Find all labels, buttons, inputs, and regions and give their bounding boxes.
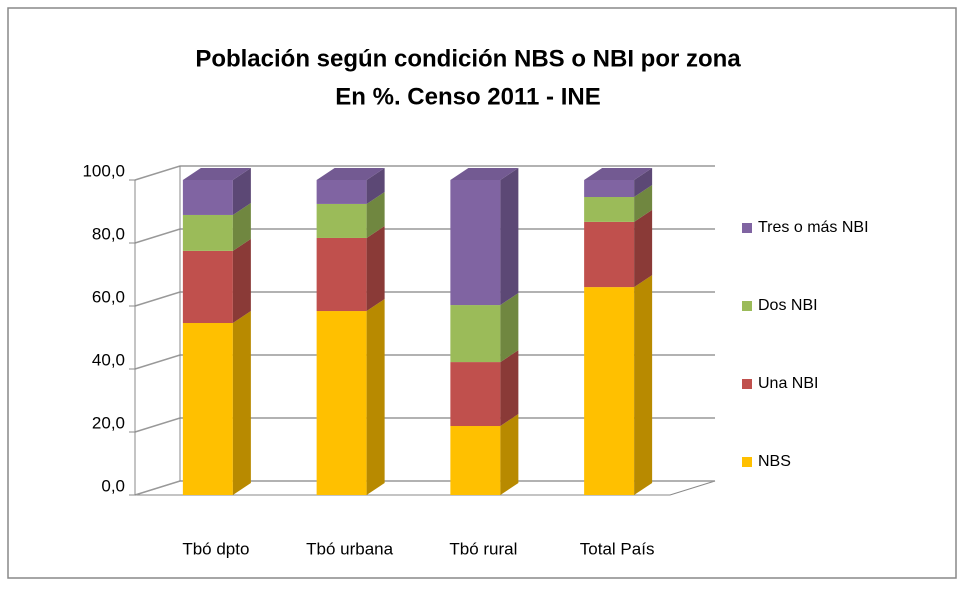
bar-segment xyxy=(450,426,501,495)
bar-segment-side xyxy=(232,202,251,251)
legend-swatch xyxy=(742,457,752,467)
bar-segment-side xyxy=(232,238,251,324)
bar-segment xyxy=(584,287,635,495)
bar-segment xyxy=(450,180,501,306)
bar-segment-side xyxy=(500,350,519,427)
legend-swatch xyxy=(742,301,752,311)
legend-label: Tres o más NBI xyxy=(758,219,869,236)
bar-segment xyxy=(584,197,635,222)
x-tick-label: Tbó urbana xyxy=(306,539,393,558)
chart-subtitle: En %. Censo 2011 - INE xyxy=(335,83,600,110)
bar-segment xyxy=(450,362,501,427)
bar-segment-side xyxy=(634,185,653,222)
legend-swatch xyxy=(742,223,752,233)
bar-segment xyxy=(182,323,233,495)
bar-segment xyxy=(316,180,367,204)
chart-title: Población según condición NBS o NBI por … xyxy=(195,45,741,72)
bar-segment-side xyxy=(232,311,251,495)
bar-segment-side xyxy=(634,168,653,198)
bar-segment xyxy=(182,180,233,215)
bar-segment-side xyxy=(500,414,519,495)
x-tick-label: Total País xyxy=(580,539,655,558)
bar-segment-side xyxy=(366,191,385,238)
bar-top xyxy=(584,168,653,180)
x-tick-label: Tbó dpto xyxy=(182,539,249,558)
y-tick-label: 0,0 xyxy=(101,476,125,495)
bar-segment-side xyxy=(500,168,519,306)
y-tick-label: 100,0 xyxy=(82,161,125,180)
bar-segment-side xyxy=(366,225,385,312)
bar-segment-side xyxy=(232,168,251,215)
legend-label: Una NBI xyxy=(758,375,818,392)
y-tick-label: 40,0 xyxy=(92,350,125,369)
bar-segment xyxy=(584,180,635,198)
bar-segment xyxy=(450,305,501,363)
y-tick-label: 80,0 xyxy=(92,224,125,243)
bar-segment xyxy=(316,203,367,238)
bar-segment-side xyxy=(634,275,653,495)
y-tick-label: 60,0 xyxy=(92,287,125,306)
x-tick-label: Tbó rural xyxy=(449,539,517,558)
bar-top xyxy=(182,168,251,180)
y-tick-label: 20,0 xyxy=(92,413,125,432)
bar-segment-side xyxy=(634,209,653,288)
bar-top xyxy=(450,168,519,180)
bar-segment-side xyxy=(500,293,519,363)
legend-label: NBS xyxy=(758,453,791,470)
bar-segment-side xyxy=(366,168,385,204)
bar-segment xyxy=(316,311,367,495)
back-wall xyxy=(180,166,715,481)
bar-segment xyxy=(182,250,233,324)
bar-segment xyxy=(182,214,233,251)
bar-top xyxy=(316,168,385,180)
legend-label: Dos NBI xyxy=(758,297,818,314)
bar-segment xyxy=(316,237,367,312)
bar-segment-side xyxy=(366,299,385,495)
bar-segment xyxy=(584,221,635,288)
legend-swatch xyxy=(742,379,752,389)
